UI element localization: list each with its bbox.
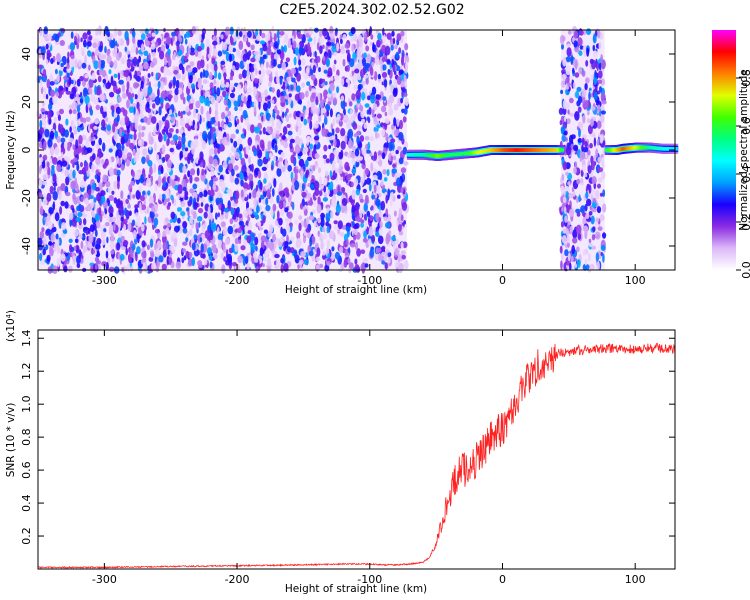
spectrogram-y-tick-label: 0: [20, 147, 33, 154]
snr-y-tick-label: 0.4: [20, 494, 33, 512]
colorbar-tick-label: 0.4: [740, 165, 750, 183]
colorbar-tick-label: 0.8: [740, 69, 750, 87]
snr-series-line: [37, 342, 676, 569]
snr-y-multiplier: (x10⁴): [5, 310, 17, 342]
spectrogram-plot-area: [36, 25, 679, 275]
snr-y-axis-label: SNR (10 * v/v): [5, 403, 17, 478]
snr-y-tick-label: 1.2: [20, 362, 33, 380]
spectrogram-y-ticks: -40 -20 0 20 40: [20, 47, 675, 255]
snr-x-tick-label: 0: [499, 573, 506, 586]
snr-y-ticks: 0.2 0.4 0.6 0.8 1.0 1.2 1.4: [20, 329, 675, 545]
snr-x-tick-label: -300: [92, 573, 117, 586]
snr-x-ticks: -300 -200 -100 0 100: [92, 330, 646, 586]
snr-y-tick-label: 0.8: [20, 428, 33, 446]
spectrogram-x-tick-label: -200: [225, 274, 250, 287]
spectrogram-x-tick-label: -100: [357, 274, 382, 287]
snr-plot-area: [37, 342, 676, 569]
snr-y-tick-label: 0.6: [20, 461, 33, 479]
colorbar-ticks: 0.0 0.2 0.4 0.6 0.8: [736, 69, 750, 279]
spectrogram-x-tick-label: -300: [92, 274, 117, 287]
colorbar: 0.0 0.2 0.4 0.6 0.8 Normalized spectral ampl…: [712, 30, 750, 279]
snr-y-tick-label: 0.2: [20, 527, 33, 545]
colorbar-tick-label: 0.6: [740, 117, 750, 135]
snr-y-tick-label: 1.0: [20, 395, 33, 413]
spectrogram-x-axis-label: Height of straight line (km): [285, 284, 427, 296]
colorbar-tick-label: 0.0: [740, 261, 750, 279]
spectrogram-x-tick-label: 100: [625, 274, 646, 287]
noise-speckles: [36, 25, 410, 275]
spectrogram-y-axis-label: Frequency (Hz): [5, 110, 17, 189]
snr-x-tick-label: -200: [225, 573, 250, 586]
snr-x-tick-label: -100: [357, 573, 382, 586]
colorbar-gradient: [712, 30, 736, 270]
snr-x-tick-label: 100: [625, 573, 646, 586]
spectrogram-y-tick-label: -40: [20, 237, 33, 255]
colorbar-label: Normalized spectral amplitude: [738, 69, 750, 230]
snr-x-axis-label: Height of straight line (km): [285, 583, 427, 595]
spectrogram-y-tick-label: -20: [20, 189, 33, 207]
spectrogram-y-tick-label: 20: [20, 95, 33, 109]
signal-ridge: [406, 142, 679, 161]
snr-panel: -300 -200 -100 0 100 0.2 0.4 0.6 0.8 1.0 1.2 1.4 H…: [5, 310, 676, 595]
spectrogram-x-tick-label: 0: [499, 274, 506, 287]
figure-title: C2E5.2024.302.02.52.G02: [279, 2, 464, 18]
colorbar-tick-label: 0.2: [740, 213, 750, 231]
spectrogram-y-tick-label: 40: [20, 47, 33, 61]
spectrogram-x-ticks: -300 -200 -100 0 100: [92, 30, 646, 287]
snr-frame: [37, 329, 676, 570]
snr-y-tick-label: 1.4: [20, 329, 33, 347]
noise-speckles: [558, 25, 607, 273]
